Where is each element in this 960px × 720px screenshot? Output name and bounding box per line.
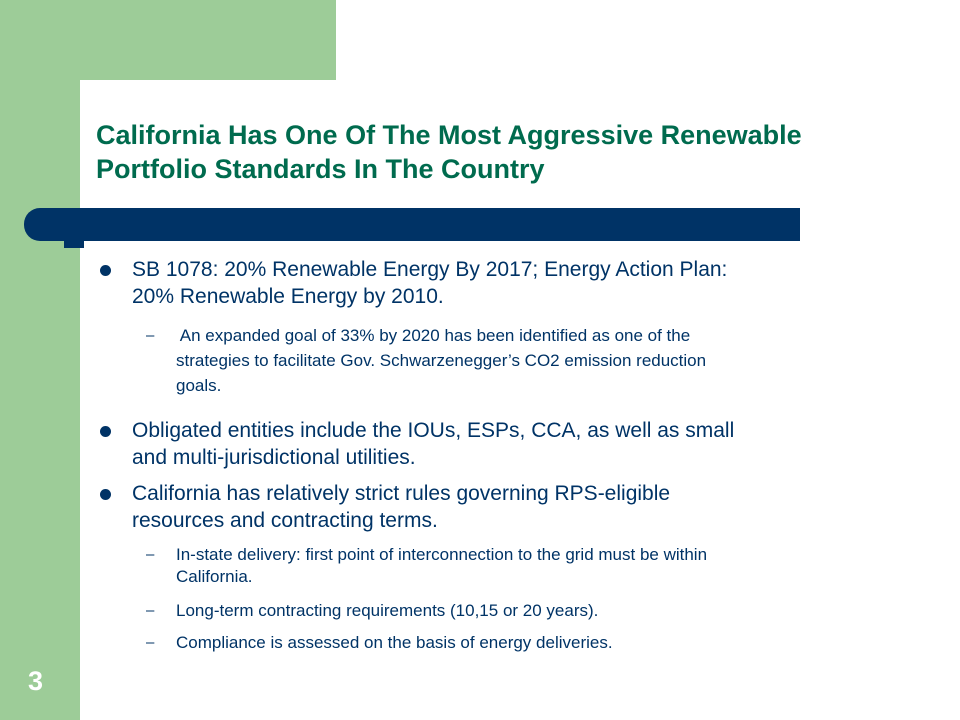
sub-bullet-33-percent-goal: – An expanded goal of 33% by 2020 has be… (146, 323, 707, 398)
title-divider-bar (24, 208, 800, 241)
dash-icon: – (146, 546, 155, 563)
bullet-line: and multi-jurisdictional utilities. (132, 446, 416, 469)
bullet-dot-icon (100, 426, 111, 437)
bullet-line: SB 1078: 20% Renewable Energy By 2017; E… (132, 258, 728, 281)
sub-bullet-line: An expanded goal of 33% by 2020 has been… (176, 326, 691, 345)
sub-bullet-in-state-delivery: – In-state delivery: first point of inte… (146, 544, 708, 588)
dash-icon: – (146, 602, 155, 619)
title-line-2: Portfolio Standards In The Country (96, 154, 545, 184)
sub-bullet-line: California. (176, 567, 253, 586)
green-sidebar (0, 0, 80, 720)
sub-bullet-line: goals. (176, 376, 222, 395)
dash-icon: – (146, 327, 155, 344)
sub-bullet-long-term-contracting: – Long-term contracting requirements (10… (146, 600, 599, 622)
green-top-band (0, 0, 336, 80)
sub-bullet-line: strategies to facilitate Gov. Schwarzene… (176, 351, 707, 370)
bullet-dot-icon (100, 489, 111, 500)
bullet-line: resources and contracting terms. (132, 509, 438, 532)
bullet-line: 20% Renewable Energy by 2010. (132, 285, 444, 308)
sub-bullet-line: In-state delivery: first point of interc… (176, 545, 708, 564)
rounded-corner (80, 80, 200, 200)
bullet-obligated-entities: Obligated entities include the IOUs, ESP… (100, 417, 735, 471)
sub-bullet-line: Long-term contracting requirements (10,1… (176, 601, 599, 620)
bullet-line: Obligated entities include the IOUs, ESP… (132, 419, 735, 442)
sub-bullet-line: Compliance is assessed on the basis of e… (176, 633, 613, 652)
bullet-line: California has relatively strict rules g… (132, 482, 671, 505)
page-number: 3 (28, 666, 44, 696)
dash-icon: – (146, 634, 155, 651)
slide-title: California Has One Of The Most Aggressiv… (96, 118, 946, 186)
bullet-strict-rules: California has relatively strict rules g… (100, 480, 671, 534)
bullet-dot-icon (100, 265, 111, 276)
divider-bar-tab (64, 240, 84, 248)
bullet-sb1078: SB 1078: 20% Renewable Energy By 2017; E… (100, 256, 728, 310)
sub-bullet-compliance: – Compliance is assessed on the basis of… (146, 632, 613, 654)
title-line-1: California Has One Of The Most Aggressiv… (96, 120, 802, 150)
